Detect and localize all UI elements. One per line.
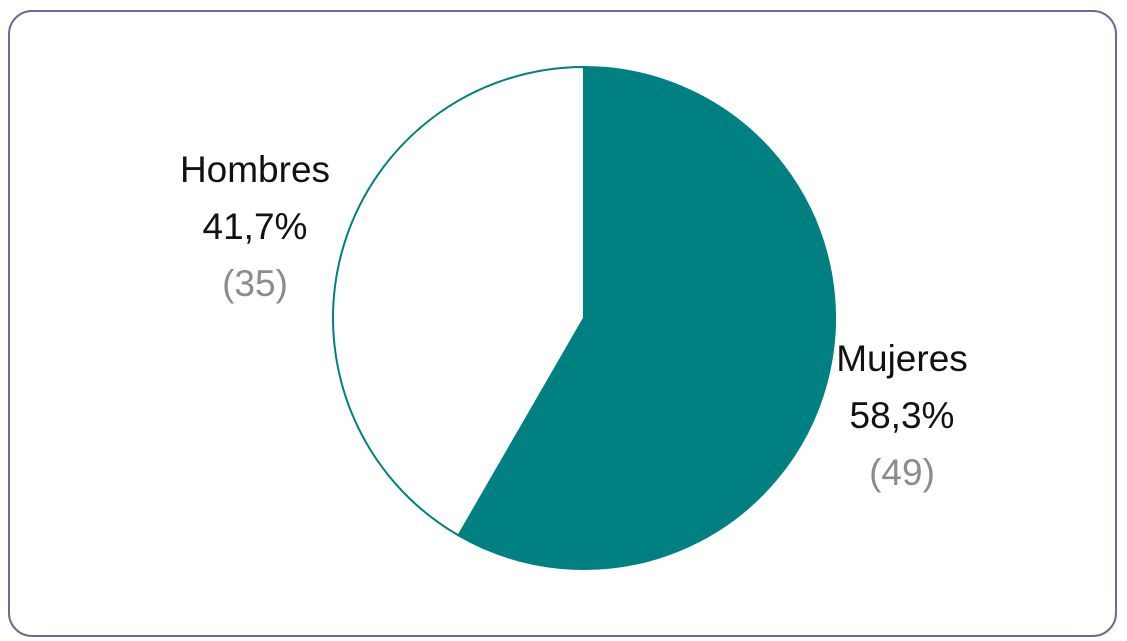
slice-count-mujeres: (49) <box>869 452 935 493</box>
slice-label-hombres: Hombres <box>180 149 330 190</box>
pie-slice-hombres <box>332 66 585 537</box>
slice-count-hombres: (35) <box>222 263 288 304</box>
slice-percent-mujeres: 58,3% <box>850 395 955 436</box>
slice-label-mujeres: Mujeres <box>836 338 968 379</box>
pie-slice-mujeres <box>457 66 837 570</box>
pie-slices <box>332 66 837 570</box>
slice-percent-hombres: 41,7% <box>203 206 308 247</box>
